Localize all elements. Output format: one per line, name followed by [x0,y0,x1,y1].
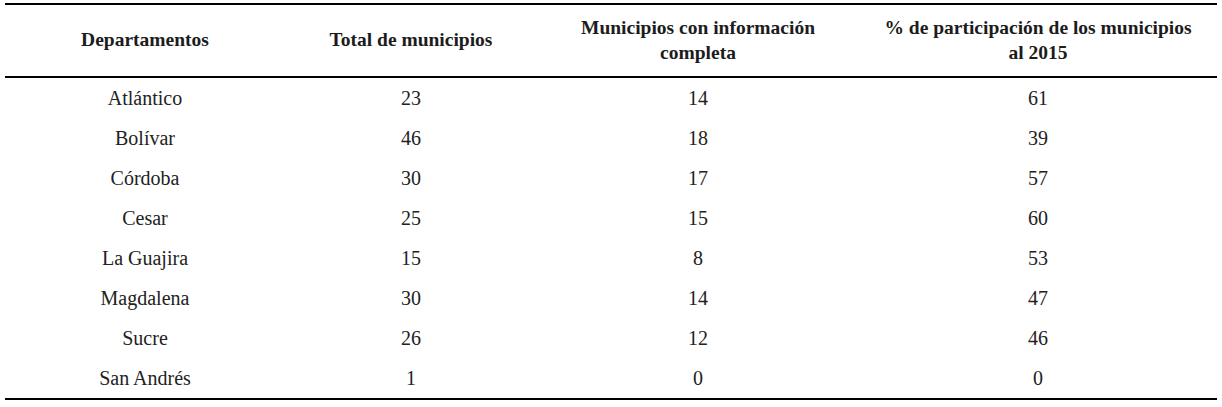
cell-total: 26 [285,318,537,358]
cell-departamento: Magdalena [5,278,285,318]
table-row: Atlántico 23 14 61 [5,77,1217,118]
header-participacion-2015: % de participación de los municipios al … [859,4,1217,77]
cell-total: 23 [285,77,537,118]
cell-departamento: Bolívar [5,118,285,158]
cell-participacion: 57 [859,158,1217,198]
cell-participacion: 46 [859,318,1217,358]
header-total-municipios: Total de municipios [285,4,537,77]
cell-total: 46 [285,118,537,158]
table-row: Córdoba 30 17 57 [5,158,1217,198]
header-row: Departamentos Total de municipios Munici… [5,4,1217,77]
cell-departamento: Sucre [5,318,285,358]
cell-departamento: Cesar [5,198,285,238]
cell-participacion: 60 [859,198,1217,238]
table-row: Bolívar 46 18 39 [5,118,1217,158]
cell-total: 25 [285,198,537,238]
table-body: Atlántico 23 14 61 Bolívar 46 18 39 Córd… [5,77,1217,399]
cell-participacion: 53 [859,238,1217,278]
table-row: Sucre 26 12 46 [5,318,1217,358]
municipios-table: Departamentos Total de municipios Munici… [5,3,1217,400]
cell-completa: 18 [537,118,859,158]
cell-participacion: 61 [859,77,1217,118]
table-row: San Andrés 1 0 0 [5,358,1217,399]
cell-completa: 8 [537,238,859,278]
cell-total: 30 [285,158,537,198]
cell-completa: 14 [537,278,859,318]
cell-completa: 0 [537,358,859,399]
cell-completa: 12 [537,318,859,358]
cell-total: 1 [285,358,537,399]
cell-participacion: 39 [859,118,1217,158]
cell-participacion: 0 [859,358,1217,399]
cell-completa: 15 [537,198,859,238]
table-row: La Guajira 15 8 53 [5,238,1217,278]
cell-total: 30 [285,278,537,318]
cell-departamento: La Guajira [5,238,285,278]
paper-table-page: Departamentos Total de municipios Munici… [0,0,1222,407]
cell-departamento: Atlántico [5,77,285,118]
cell-departamento: San Andrés [5,358,285,399]
header-departamentos: Departamentos [5,4,285,77]
cell-departamento: Córdoba [5,158,285,198]
table-row: Magdalena 30 14 47 [5,278,1217,318]
header-municipios-informacion-completa: Municipios con información completa [537,4,859,77]
cell-total: 15 [285,238,537,278]
cell-completa: 17 [537,158,859,198]
table-header: Departamentos Total de municipios Munici… [5,4,1217,77]
cell-participacion: 47 [859,278,1217,318]
cell-completa: 14 [537,77,859,118]
table-row: Cesar 25 15 60 [5,198,1217,238]
